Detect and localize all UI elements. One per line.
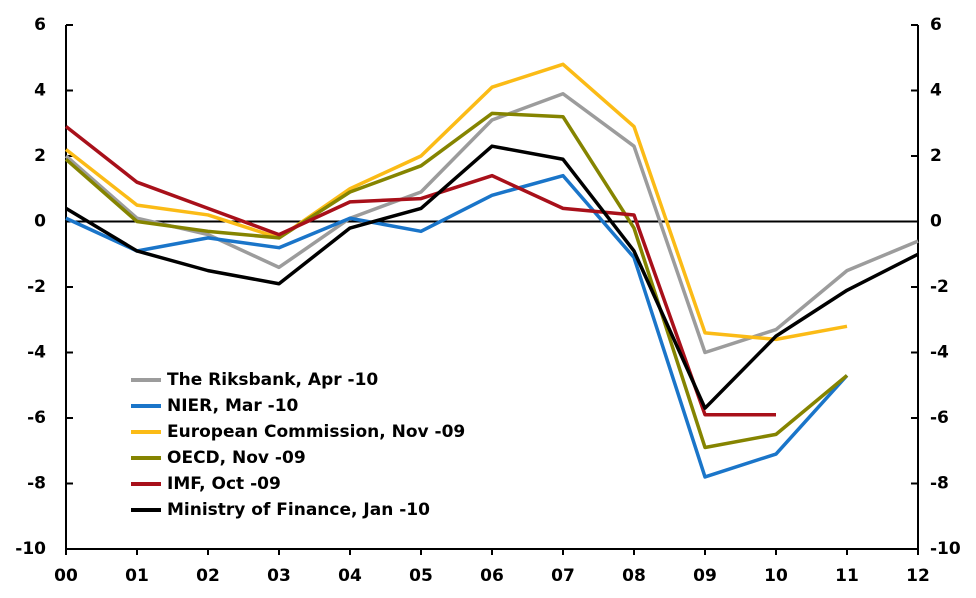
x-tick-label: 03 [267, 566, 291, 586]
y2-tick-label: -6 [930, 408, 949, 428]
y2-tick-label: -8 [930, 474, 949, 494]
legend-label: European Commission, Nov -09 [167, 422, 465, 442]
x-tick-label: 02 [196, 566, 220, 586]
y2-tick-label: -2 [930, 277, 949, 297]
x-tick-label: 04 [338, 566, 362, 586]
series-line [64, 92, 919, 355]
legend-label: OECD, Nov -09 [167, 448, 306, 468]
series-line [65, 144, 919, 410]
y-tick-label: 0 [34, 212, 46, 232]
series-line [65, 173, 849, 479]
x-tick-label: 00 [54, 566, 78, 586]
series-line [64, 125, 776, 417]
y2-tick-label: 6 [930, 15, 942, 35]
y2-tick-label: 0 [930, 212, 942, 232]
x-tick-label: 05 [409, 566, 433, 586]
x-tick-label: 06 [480, 566, 504, 586]
y-tick-label: 4 [34, 81, 46, 101]
y-tick-label: 2 [34, 146, 46, 166]
x-tick-label: 07 [551, 566, 575, 586]
x-tick-label: 01 [125, 566, 149, 586]
series-line [64, 62, 848, 342]
legend-label: IMF, Oct -09 [167, 474, 281, 494]
x-tick-label: 12 [906, 566, 930, 586]
legend-label: The Riksbank, Apr -10 [167, 370, 378, 390]
x-tick-label: 10 [764, 566, 788, 586]
series-line [64, 111, 849, 450]
y-tick-label: -6 [27, 408, 46, 428]
y2-tick-label: -4 [930, 343, 949, 363]
y2-tick-label: 4 [930, 81, 942, 101]
legend-label: NIER, Mar -10 [167, 396, 299, 416]
x-tick-label: 09 [693, 566, 717, 586]
y-tick-label: 6 [34, 15, 46, 35]
x-tick-label: 08 [622, 566, 646, 586]
legend-label: Ministry of Finance, Jan -10 [167, 500, 430, 520]
y-tick-label: -10 [15, 539, 46, 559]
y-tick-label: -2 [27, 277, 46, 297]
x-tick-label: 11 [835, 566, 859, 586]
y2-tick-label: -10 [930, 539, 961, 559]
y-tick-label: -8 [27, 474, 46, 494]
y2-tick-label: 2 [930, 146, 942, 166]
y-tick-label: -4 [27, 343, 46, 363]
